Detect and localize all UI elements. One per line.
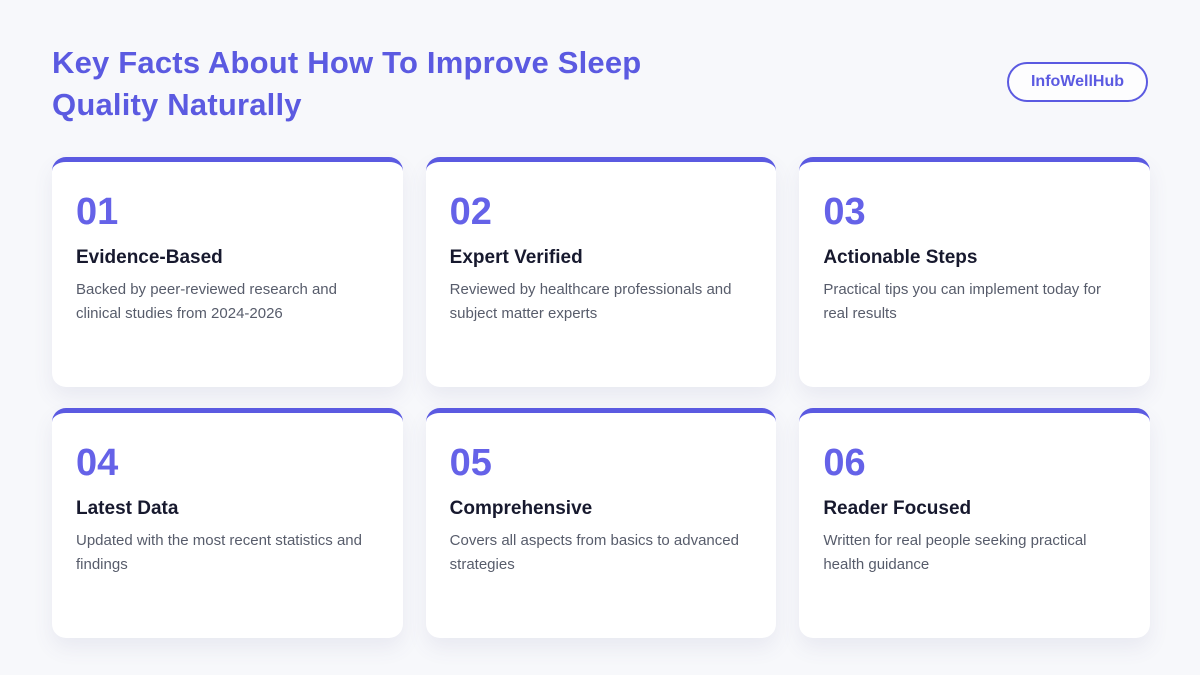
page-header: Key Facts About How To Improve Sleep Qua…: [0, 0, 1200, 126]
card-description: Written for real people seeking practica…: [823, 532, 1087, 574]
card-description: Backed by peer-reviewed research and cli…: [76, 281, 337, 323]
card-description: Reviewed by healthcare professionals and…: [449, 281, 732, 323]
card-title: Comprehensive: [449, 498, 593, 520]
card-number: 01: [76, 191, 119, 234]
fact-card: 04 Latest Data Updated with the most rec…: [52, 408, 403, 639]
card-description: Practical tips you can implement today f…: [823, 281, 1101, 323]
card-title: Evidence-Based: [76, 247, 223, 269]
card-description: Covers all aspects from basics to advanc…: [449, 532, 739, 574]
card-title: Actionable Steps: [823, 247, 978, 269]
card-number: 06: [823, 442, 866, 485]
card-number: 03: [823, 191, 866, 234]
card-title: Reader Focused: [823, 498, 972, 520]
fact-card: 02 Expert Verified Reviewed by healthcar…: [425, 157, 777, 388]
fact-card: 06 Reader Focused Written for real peopl…: [799, 408, 1150, 639]
card-title: Latest Data: [76, 498, 179, 520]
fact-card: 05 Comprehensive Covers all aspects from…: [425, 408, 777, 639]
card-number: 02: [449, 191, 492, 234]
fact-card: 03 Actionable Steps Practical tips you c…: [799, 157, 1150, 388]
card-number: 04: [76, 442, 119, 485]
fact-card: 01 Evidence-Based Backed by peer-reviewe…: [52, 157, 403, 388]
fact-cards-grid: 01 Evidence-Based Backed by peer-reviewe…: [0, 126, 1200, 639]
brand-badge[interactable]: InfoWellHub: [1006, 62, 1148, 102]
page-title: Key Facts About How To Improve Sleep Qua…: [52, 45, 642, 123]
card-title: Expert Verified: [449, 247, 583, 269]
card-description: Updated with the most recent statistics …: [76, 532, 362, 574]
card-number: 05: [449, 442, 492, 485]
